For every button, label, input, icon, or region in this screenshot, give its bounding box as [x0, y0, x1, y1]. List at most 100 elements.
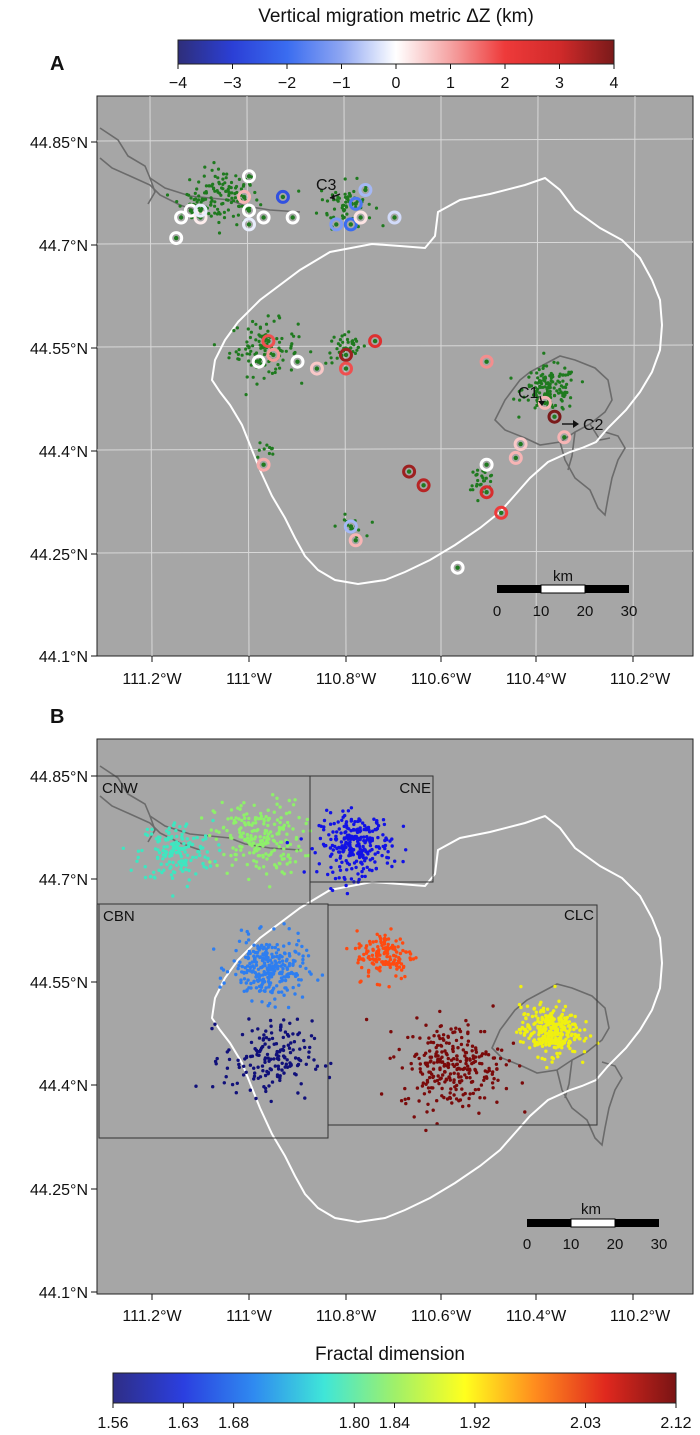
- event-dot-cbn: [268, 966, 272, 970]
- event-dot: [221, 187, 225, 191]
- panel-b-colorbar: [112, 1372, 677, 1404]
- box-cne-label: CNE: [399, 780, 431, 797]
- event-dot-clc: [438, 1066, 442, 1070]
- event-dot-cbn: [213, 1059, 218, 1064]
- event-dot-cbn: [282, 922, 286, 926]
- event-dot-cnw: [277, 831, 281, 835]
- event-dot-clc: [436, 1054, 440, 1058]
- event-dot-clc: [540, 1036, 544, 1041]
- event-dot-cne: [315, 870, 319, 874]
- event-dot-clc: [470, 1044, 475, 1048]
- event-dot: [278, 366, 282, 370]
- event-dot-clc: [353, 946, 358, 951]
- event-dot-cbn: [262, 1033, 266, 1037]
- event-dot-clc: [569, 1033, 574, 1038]
- event-dot-cbn: [260, 1000, 264, 1004]
- event-dot-cnw: [271, 793, 275, 797]
- event-dot-cbn: [234, 948, 238, 953]
- box-cnw-label: CNW: [102, 780, 139, 797]
- colorbar-b-tick-label: 1.68: [218, 1415, 249, 1432]
- event-dot-cnw: [250, 837, 254, 841]
- event-dot-cbn: [240, 1032, 245, 1037]
- event-dot: [221, 201, 225, 206]
- event-dot-cnw: [304, 821, 308, 826]
- event-dot-cbn: [245, 970, 249, 975]
- migration-marker-center: [353, 201, 358, 206]
- event-dot-clc: [557, 1037, 562, 1041]
- event-dot-cnw: [264, 872, 269, 876]
- event-dot-cne: [363, 874, 367, 879]
- event-dot: [192, 198, 196, 202]
- event-dot-cnw: [281, 852, 286, 856]
- event-dot-cnw: [145, 827, 150, 832]
- event-dot-cnw: [254, 860, 259, 864]
- event-dot-clc: [458, 1098, 463, 1102]
- event-dot: [241, 184, 245, 188]
- event-dot-clc: [553, 984, 557, 989]
- event-dot-cbn: [323, 1064, 328, 1068]
- event-dot-clc: [461, 1093, 465, 1097]
- event-dot-cne: [372, 817, 376, 821]
- migration-marker-center: [188, 208, 193, 213]
- event-dot-cbn: [258, 955, 262, 959]
- panel-b-scale-30: 30: [651, 1236, 668, 1253]
- event-dot-cbn: [272, 955, 276, 959]
- migration-marker: [387, 210, 402, 225]
- event-dot-clc: [365, 949, 369, 953]
- event-dot-cbn: [247, 949, 252, 954]
- event-dot-cnw: [234, 853, 238, 857]
- event-dot-cnw: [234, 820, 238, 824]
- event-dot-clc: [425, 1110, 429, 1114]
- event-dot: [341, 340, 345, 344]
- event-dot-cbn: [283, 978, 288, 983]
- panel-b-scale-0: 0: [523, 1236, 531, 1253]
- event-dot-cne: [349, 877, 354, 881]
- event-dot-cbn: [272, 1057, 276, 1061]
- event-dot: [374, 206, 379, 210]
- event-dot-clc: [474, 1046, 478, 1050]
- event-dot-cnw: [243, 823, 248, 827]
- event-dot-cnw: [291, 827, 295, 831]
- event-dot-cne: [359, 860, 363, 864]
- event-dot-cne: [363, 824, 367, 828]
- event-dot-cne: [357, 850, 361, 854]
- event-dot: [272, 319, 276, 323]
- event-dot-cbn: [304, 966, 308, 971]
- event-dot-cnw: [136, 849, 141, 853]
- label-c3: C3: [316, 177, 337, 194]
- event-dot-cne: [376, 824, 381, 828]
- event-dot-cbn: [263, 1060, 267, 1065]
- event-dot: [209, 214, 213, 218]
- event-dot: [204, 184, 208, 188]
- panel-b-lat-44.4: 44.4°N: [39, 1078, 88, 1095]
- event-dot-clc: [409, 1061, 413, 1066]
- migration-marker: [348, 196, 363, 211]
- event-dot-cbn: [248, 965, 253, 970]
- event-dot-cbn: [263, 1057, 267, 1062]
- event-dot-cnw: [259, 816, 263, 821]
- colorbar-a-tick-label: −3: [223, 75, 241, 92]
- event-dot-cnw: [152, 870, 156, 874]
- event-dot-cbn: [287, 1046, 292, 1050]
- migration-marker-center: [246, 208, 252, 213]
- panel-b-lon-111: 111°W: [226, 1308, 273, 1325]
- event-dot-cbn: [284, 1062, 288, 1066]
- migration-marker-center: [562, 435, 567, 440]
- event-dot-cnw: [265, 829, 269, 833]
- event-dot-clc: [465, 1043, 470, 1047]
- event-dot: [542, 351, 546, 355]
- event-dot-cbn: [242, 977, 247, 981]
- event-dot-clc: [461, 1104, 465, 1109]
- event-dot-cnw: [199, 816, 204, 820]
- event-dot: [481, 476, 485, 480]
- event-dot-clc: [458, 1067, 462, 1071]
- event-dot-cne: [346, 809, 351, 813]
- event-dot-cbn: [272, 1042, 276, 1046]
- event-dot-cne: [345, 861, 350, 865]
- event-dot-cbn: [273, 945, 277, 950]
- event-dot-cne: [331, 830, 335, 834]
- event-dot-cbn: [227, 1057, 232, 1062]
- migration-marker-center: [178, 215, 184, 220]
- colorbar-b-tick-label: 2.12: [660, 1415, 691, 1432]
- event-dot-cnw: [208, 860, 212, 864]
